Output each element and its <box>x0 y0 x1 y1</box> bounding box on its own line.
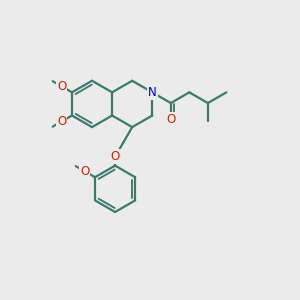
Text: N: N <box>148 86 157 99</box>
Text: O: O <box>110 150 120 163</box>
Text: O: O <box>57 115 66 128</box>
Text: O: O <box>166 113 176 126</box>
Text: O: O <box>57 80 66 93</box>
Text: O: O <box>80 165 89 178</box>
